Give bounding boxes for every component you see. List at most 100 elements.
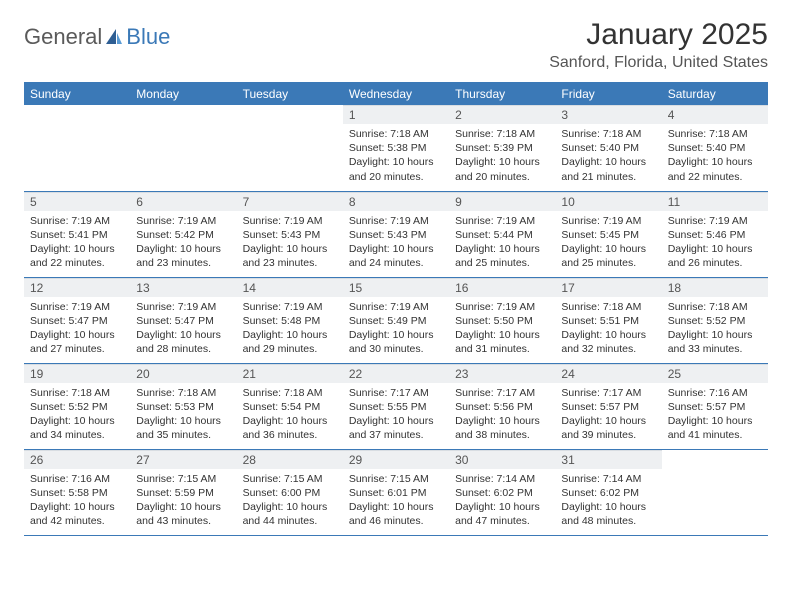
day-number: 8 — [343, 192, 449, 211]
day-sunrise: Sunrise: 7:16 AM — [30, 472, 124, 486]
day-sunset: Sunset: 5:46 PM — [668, 228, 762, 242]
day-daylight1: Daylight: 10 hours — [30, 242, 124, 256]
calendar-day-cell: 31Sunrise: 7:14 AMSunset: 6:02 PMDayligh… — [555, 449, 661, 535]
day-daylight2: and 22 minutes. — [30, 256, 124, 270]
day-sunset: Sunset: 5:40 PM — [561, 141, 655, 155]
calendar-day-cell: 22Sunrise: 7:17 AMSunset: 5:55 PMDayligh… — [343, 363, 449, 449]
day-daylight1: Daylight: 10 hours — [136, 328, 230, 342]
day-number: 7 — [237, 192, 343, 211]
day-data: Sunrise: 7:18 AMSunset: 5:51 PMDaylight:… — [555, 297, 661, 361]
day-sunrise: Sunrise: 7:14 AM — [561, 472, 655, 486]
day-daylight1: Daylight: 10 hours — [30, 414, 124, 428]
day-sunset: Sunset: 5:45 PM — [561, 228, 655, 242]
day-data: Sunrise: 7:19 AMSunset: 5:44 PMDaylight:… — [449, 211, 555, 275]
day-data: Sunrise: 7:14 AMSunset: 6:02 PMDaylight:… — [449, 469, 555, 533]
day-data: Sunrise: 7:19 AMSunset: 5:43 PMDaylight:… — [343, 211, 449, 275]
day-number: 29 — [343, 450, 449, 469]
day-number: 17 — [555, 278, 661, 297]
day-number: 19 — [24, 364, 130, 383]
day-sunrise: Sunrise: 7:17 AM — [349, 386, 443, 400]
day-sunset: Sunset: 5:47 PM — [30, 314, 124, 328]
day-daylight2: and 20 minutes. — [455, 170, 549, 184]
day-data: Sunrise: 7:19 AMSunset: 5:42 PMDaylight:… — [130, 211, 236, 275]
day-data: Sunrise: 7:19 AMSunset: 5:47 PMDaylight:… — [24, 297, 130, 361]
day-data: Sunrise: 7:15 AMSunset: 6:01 PMDaylight:… — [343, 469, 449, 533]
day-data: Sunrise: 7:14 AMSunset: 6:02 PMDaylight:… — [555, 469, 661, 533]
day-daylight2: and 23 minutes. — [243, 256, 337, 270]
day-data: Sunrise: 7:19 AMSunset: 5:49 PMDaylight:… — [343, 297, 449, 361]
calendar-day-cell: 2Sunrise: 7:18 AMSunset: 5:39 PMDaylight… — [449, 105, 555, 191]
calendar-week-row: 1Sunrise: 7:18 AMSunset: 5:38 PMDaylight… — [24, 105, 768, 191]
day-daylight2: and 23 minutes. — [136, 256, 230, 270]
day-sunrise: Sunrise: 7:19 AM — [349, 214, 443, 228]
day-daylight1: Daylight: 10 hours — [561, 242, 655, 256]
day-daylight2: and 41 minutes. — [668, 428, 762, 442]
day-sunrise: Sunrise: 7:19 AM — [668, 214, 762, 228]
day-daylight2: and 33 minutes. — [668, 342, 762, 356]
day-sunrise: Sunrise: 7:19 AM — [455, 214, 549, 228]
day-number: 24 — [555, 364, 661, 383]
day-daylight1: Daylight: 10 hours — [668, 155, 762, 169]
day-sunrise: Sunrise: 7:19 AM — [30, 214, 124, 228]
day-sunset: Sunset: 6:00 PM — [243, 486, 337, 500]
day-sunrise: Sunrise: 7:18 AM — [349, 127, 443, 141]
day-data: Sunrise: 7:19 AMSunset: 5:46 PMDaylight:… — [662, 211, 768, 275]
day-data: Sunrise: 7:18 AMSunset: 5:39 PMDaylight:… — [449, 124, 555, 188]
day-daylight1: Daylight: 10 hours — [455, 500, 549, 514]
day-sunset: Sunset: 5:48 PM — [243, 314, 337, 328]
day-sunset: Sunset: 5:52 PM — [668, 314, 762, 328]
day-daylight1: Daylight: 10 hours — [668, 242, 762, 256]
day-daylight2: and 29 minutes. — [243, 342, 337, 356]
day-data: Sunrise: 7:18 AMSunset: 5:54 PMDaylight:… — [237, 383, 343, 447]
brand-text-general: General — [24, 24, 102, 50]
day-number: 30 — [449, 450, 555, 469]
day-daylight2: and 30 minutes. — [349, 342, 443, 356]
day-sunrise: Sunrise: 7:15 AM — [349, 472, 443, 486]
day-daylight1: Daylight: 10 hours — [668, 328, 762, 342]
day-number: 6 — [130, 192, 236, 211]
brand-text-blue: Blue — [126, 24, 170, 50]
day-daylight1: Daylight: 10 hours — [668, 414, 762, 428]
day-sunset: Sunset: 5:38 PM — [349, 141, 443, 155]
day-data: Sunrise: 7:16 AMSunset: 5:57 PMDaylight:… — [662, 383, 768, 447]
day-daylight1: Daylight: 10 hours — [561, 500, 655, 514]
day-data: Sunrise: 7:19 AMSunset: 5:43 PMDaylight:… — [237, 211, 343, 275]
calendar-week-row: 5Sunrise: 7:19 AMSunset: 5:41 PMDaylight… — [24, 191, 768, 277]
calendar-day-cell: 11Sunrise: 7:19 AMSunset: 5:46 PMDayligh… — [662, 191, 768, 277]
day-sunrise: Sunrise: 7:19 AM — [243, 300, 337, 314]
calendar-day-cell: 27Sunrise: 7:15 AMSunset: 5:59 PMDayligh… — [130, 449, 236, 535]
day-sunset: Sunset: 5:57 PM — [668, 400, 762, 414]
calendar-day-cell: 4Sunrise: 7:18 AMSunset: 5:40 PMDaylight… — [662, 105, 768, 191]
day-daylight1: Daylight: 10 hours — [243, 328, 337, 342]
day-daylight1: Daylight: 10 hours — [243, 500, 337, 514]
day-sunset: Sunset: 6:02 PM — [561, 486, 655, 500]
day-sunrise: Sunrise: 7:18 AM — [668, 127, 762, 141]
calendar-day-cell: 30Sunrise: 7:14 AMSunset: 6:02 PMDayligh… — [449, 449, 555, 535]
day-sunset: Sunset: 5:43 PM — [349, 228, 443, 242]
day-data: Sunrise: 7:17 AMSunset: 5:55 PMDaylight:… — [343, 383, 449, 447]
day-sunrise: Sunrise: 7:18 AM — [136, 386, 230, 400]
weekday-header: Thursday — [449, 83, 555, 106]
calendar-day-cell: 20Sunrise: 7:18 AMSunset: 5:53 PMDayligh… — [130, 363, 236, 449]
day-daylight2: and 36 minutes. — [243, 428, 337, 442]
day-sunrise: Sunrise: 7:19 AM — [455, 300, 549, 314]
weekday-header: Sunday — [24, 83, 130, 106]
weekday-header: Friday — [555, 83, 661, 106]
day-number: 10 — [555, 192, 661, 211]
day-sunrise: Sunrise: 7:15 AM — [136, 472, 230, 486]
calendar-day-cell: 26Sunrise: 7:16 AMSunset: 5:58 PMDayligh… — [24, 449, 130, 535]
day-sunset: Sunset: 5:41 PM — [30, 228, 124, 242]
day-daylight1: Daylight: 10 hours — [455, 242, 549, 256]
day-sunrise: Sunrise: 7:18 AM — [455, 127, 549, 141]
day-daylight2: and 28 minutes. — [136, 342, 230, 356]
day-sunset: Sunset: 5:52 PM — [30, 400, 124, 414]
day-data: Sunrise: 7:15 AMSunset: 5:59 PMDaylight:… — [130, 469, 236, 533]
day-data: Sunrise: 7:19 AMSunset: 5:41 PMDaylight:… — [24, 211, 130, 275]
day-data: Sunrise: 7:19 AMSunset: 5:50 PMDaylight:… — [449, 297, 555, 361]
day-data: Sunrise: 7:18 AMSunset: 5:52 PMDaylight:… — [24, 383, 130, 447]
day-daylight1: Daylight: 10 hours — [136, 414, 230, 428]
calendar-day-cell: 25Sunrise: 7:16 AMSunset: 5:57 PMDayligh… — [662, 363, 768, 449]
day-daylight1: Daylight: 10 hours — [136, 500, 230, 514]
day-data: Sunrise: 7:16 AMSunset: 5:58 PMDaylight:… — [24, 469, 130, 533]
calendar-day-cell: 28Sunrise: 7:15 AMSunset: 6:00 PMDayligh… — [237, 449, 343, 535]
